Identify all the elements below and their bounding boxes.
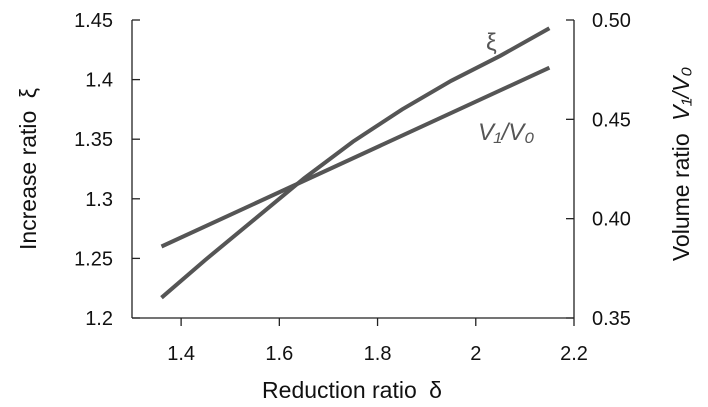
volume-series-label: V₁/V₀	[478, 119, 534, 146]
y-right-axis-title-text: Volume ratio	[668, 133, 694, 261]
x-axis-ticks: 1.4 1.6 1.8 2 2.2	[167, 318, 588, 365]
y-left-axis-ticks: 1.2 1.25 1.3 1.35 1.4 1.45	[74, 10, 140, 330]
y-right-tick-label: 0.35	[592, 308, 631, 330]
y-right-tick-label: 0.45	[592, 109, 631, 131]
y-right-tick-label: 0.40	[592, 209, 631, 231]
y-right-axis-title: Volume ratio V₁/V₀	[668, 67, 694, 262]
y-left-tick-label: 1.3	[85, 189, 113, 211]
y-right-axis-title-symbol: V₁/V₀	[668, 67, 694, 121]
x-axis-title-symbol: δ	[429, 377, 442, 403]
x-tick-label: 1.4	[167, 343, 195, 365]
y-right-tick-label: 0.50	[592, 10, 631, 32]
series-layer	[160, 26, 551, 300]
x-tick-label: 1.6	[265, 343, 293, 365]
y-left-tick-label: 1.35	[74, 129, 113, 151]
y-left-axis-title: Increase ratio ξ	[15, 88, 41, 250]
x-axis-title-text: Reduction ratio	[262, 377, 417, 403]
y-left-axis-title-symbol: ξ	[15, 88, 41, 98]
x-tick-label: 2	[470, 343, 481, 365]
series-line-1	[160, 65, 551, 249]
x-tick-label: 2.2	[560, 343, 588, 365]
y-left-tick-label: 1.2	[85, 308, 113, 330]
y-left-tick-label: 1.4	[85, 70, 113, 92]
xi-series-label: ξ	[486, 29, 497, 56]
y-left-axis-title-text: Increase ratio	[15, 111, 41, 250]
y-right-axis-ticks: 0.35 0.40 0.45 0.50	[566, 10, 631, 330]
y-left-tick-label: 1.45	[74, 10, 113, 32]
series-line-0	[160, 26, 551, 300]
x-tick-label: 1.8	[364, 343, 392, 365]
y-left-tick-label: 1.25	[74, 248, 113, 270]
x-axis-title: Reduction ratio δ	[262, 377, 442, 403]
